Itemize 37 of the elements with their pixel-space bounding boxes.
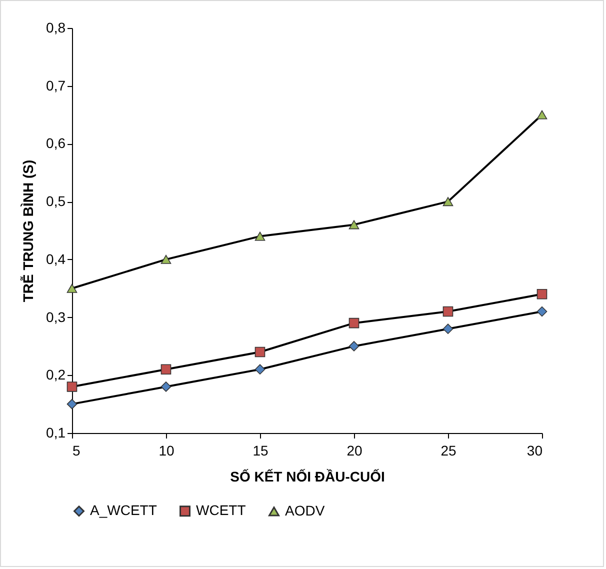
y-tick-label: 0,8 bbox=[46, 20, 66, 36]
point bbox=[66, 284, 78, 293]
point bbox=[254, 364, 266, 374]
x-axis-title: SỐ KẾT NỐI ĐẦU-CUỐI bbox=[230, 468, 385, 484]
x-tick-label: 20 bbox=[346, 442, 362, 458]
x-tick-label: 10 bbox=[158, 442, 174, 458]
point bbox=[536, 110, 548, 120]
point bbox=[442, 197, 454, 206]
legend-label: AODV bbox=[285, 502, 326, 518]
x-tick-label: 15 bbox=[252, 442, 268, 458]
point bbox=[66, 382, 78, 392]
point bbox=[348, 341, 360, 352]
point bbox=[536, 306, 548, 317]
y-tick-label: 0,4 bbox=[46, 250, 66, 267]
y-tick-label: 0,2 bbox=[46, 366, 66, 383]
point bbox=[254, 232, 266, 241]
point bbox=[66, 398, 78, 410]
point bbox=[536, 289, 548, 300]
y-tick-label: 0,7 bbox=[46, 77, 66, 94]
y-tick-label: 0,6 bbox=[46, 135, 66, 152]
x-tick-label: 25 bbox=[440, 442, 456, 458]
point bbox=[442, 324, 454, 334]
y-tick-label: 0,3 bbox=[46, 308, 66, 325]
point bbox=[442, 306, 454, 317]
point bbox=[254, 346, 266, 358]
point bbox=[160, 382, 172, 392]
y-tick-label: 0,1 bbox=[46, 424, 66, 440]
point bbox=[348, 220, 360, 230]
point bbox=[160, 364, 172, 374]
legend-label: A_WCETT bbox=[90, 502, 158, 518]
x-tick-label: 5 bbox=[72, 442, 80, 458]
x-tick-label: 30 bbox=[526, 442, 543, 458]
legend-label: WCETT bbox=[196, 502, 246, 518]
point bbox=[348, 318, 360, 328]
y-tick-label: 0,5 bbox=[46, 193, 66, 210]
y-axis-title: TRỄ TRUNG BÌNH (S) bbox=[20, 160, 36, 302]
point bbox=[160, 254, 172, 264]
